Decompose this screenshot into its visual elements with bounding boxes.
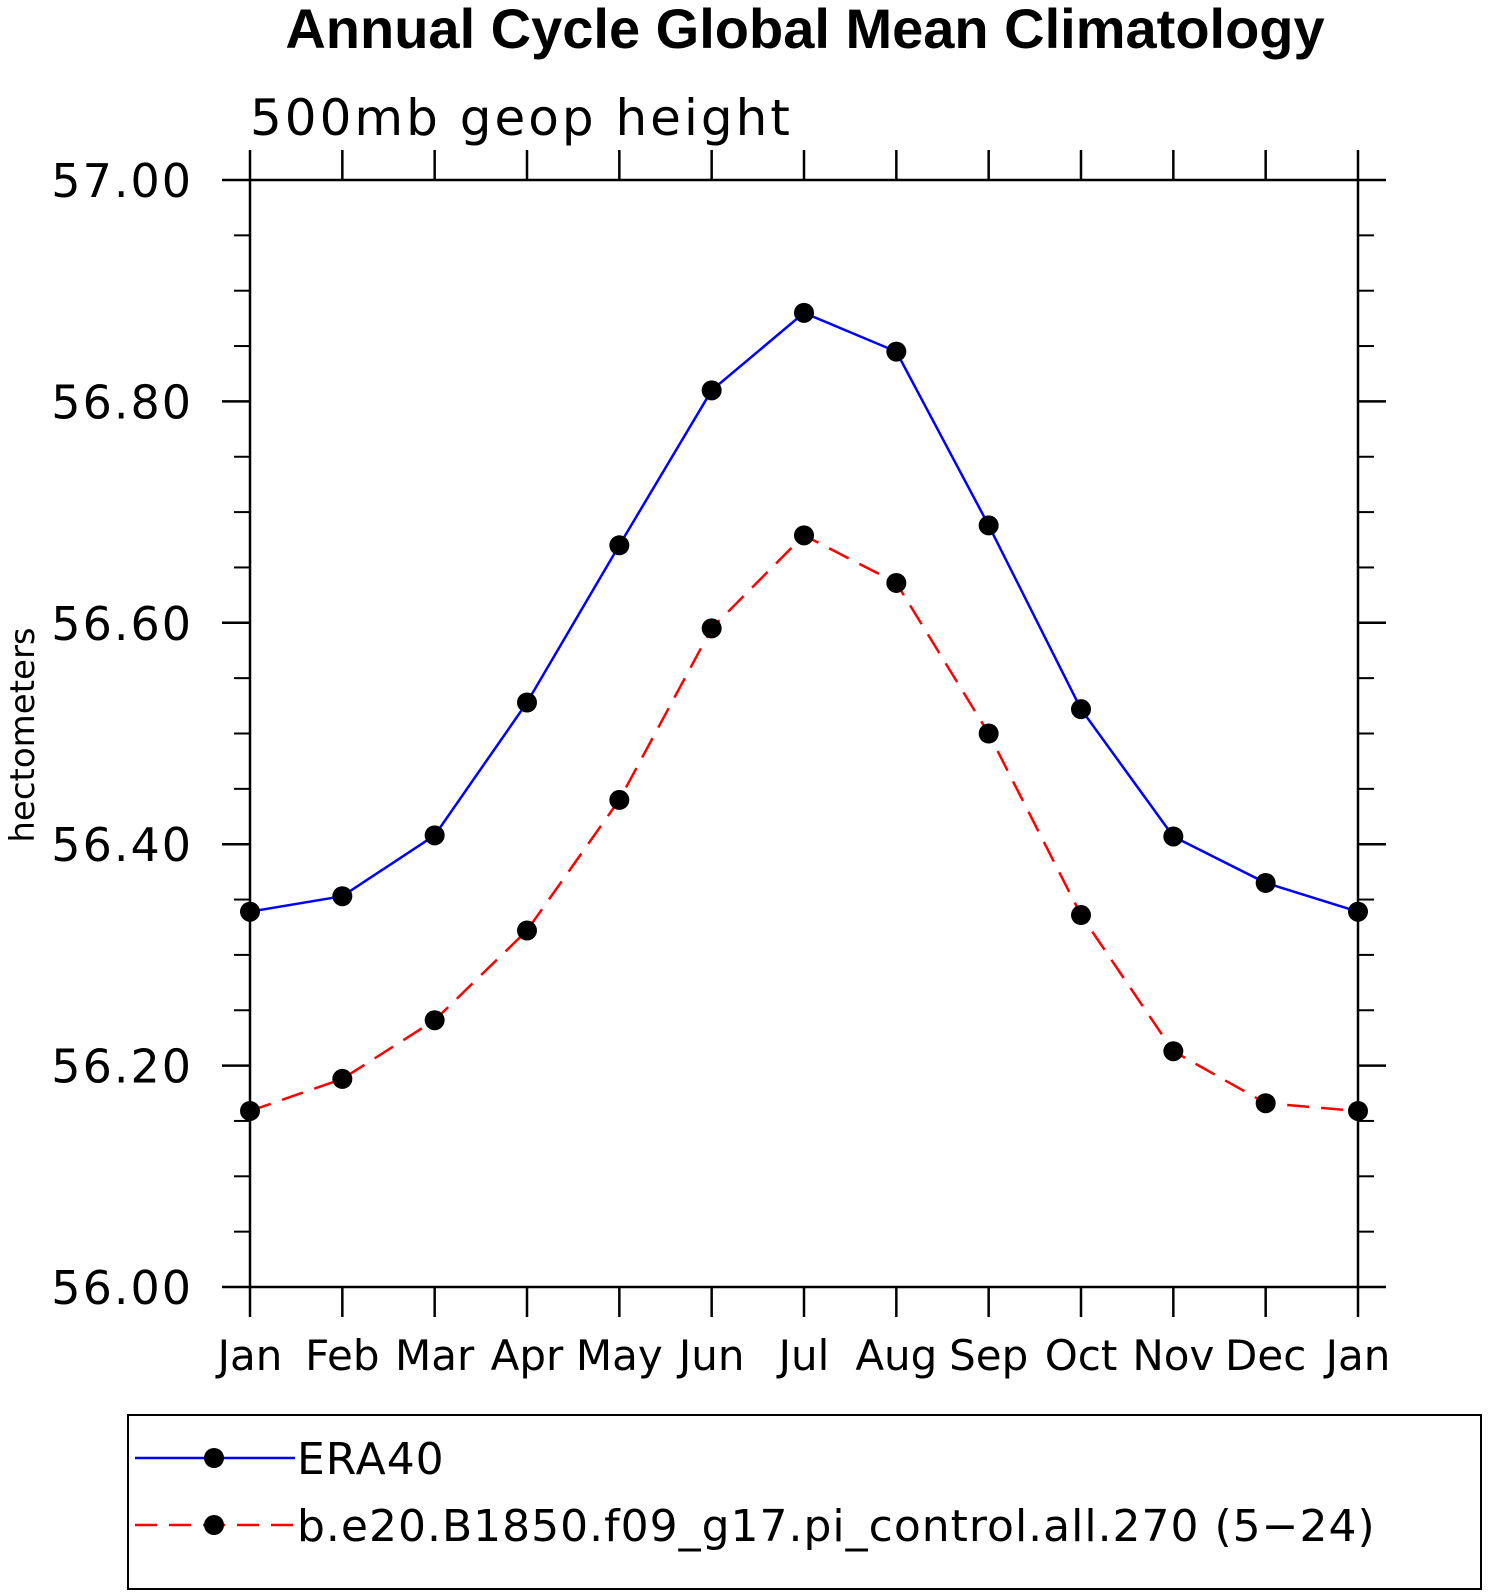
x-tick-label: Jul	[776, 1331, 830, 1380]
series-line-model	[249, 533, 1359, 1113]
legend-marker-model	[204, 1515, 224, 1535]
data-point-model	[517, 920, 537, 941]
x-tick-label: Apr	[491, 1331, 564, 1380]
data-point-model	[701, 618, 722, 639]
y-tick-label: 56.80	[51, 375, 193, 429]
x-tick-label: Jan	[1323, 1331, 1391, 1380]
x-tick-label: Nov	[1132, 1331, 1214, 1380]
legend: ERA40 b.e20.B1850.f09_g17.pi_control.all…	[127, 1414, 1482, 1590]
data-point-model	[1163, 1041, 1184, 1062]
data-point-era40	[1071, 699, 1091, 720]
y-axis-label: hectometers	[3, 627, 43, 842]
x-tick-label: Aug	[855, 1331, 937, 1380]
chart-subtitle: 500mb geop height	[250, 89, 793, 147]
legend-marker-era40	[204, 1448, 224, 1468]
data-point-model	[332, 1068, 353, 1089]
x-tick-label: May	[576, 1331, 663, 1380]
x-tick-label: Jan	[215, 1331, 283, 1380]
x-tick-label: Dec	[1225, 1331, 1306, 1380]
data-point-era40	[332, 886, 353, 907]
plot-frame	[248, 178, 1360, 1289]
y-tick-label: 56.40	[51, 818, 193, 872]
data-point-era40	[1255, 872, 1276, 893]
data-point-model	[794, 525, 814, 546]
y-tick-label: 56.60	[51, 597, 193, 651]
series-lines	[249, 311, 1359, 1113]
data-point-era40	[609, 535, 630, 556]
tick-labels: Jan Feb Mar Apr May Jun Jul Aug Sep Oct Nov Dec Jan 5…	[51, 154, 1390, 1380]
x-tick-label: Sep	[949, 1331, 1028, 1380]
data-point-model	[978, 723, 999, 744]
legend-box	[127, 1414, 1482, 1590]
x-tick-label: Oct	[1045, 1331, 1118, 1380]
y-tick-label: 56.20	[51, 1040, 193, 1094]
data-point-model	[1255, 1093, 1276, 1114]
y-tick-label: 56.00	[51, 1261, 193, 1315]
data-point-era40	[1163, 826, 1184, 847]
axis-ticks	[222, 150, 1386, 1317]
data-point-model	[609, 789, 630, 810]
data-point-model	[1071, 905, 1091, 926]
legend-entry-era40: ERA40	[297, 1434, 445, 1485]
data-point-model	[424, 1010, 445, 1031]
data-point-era40	[424, 825, 445, 846]
x-tick-label: Jun	[676, 1331, 745, 1380]
data-point-era40	[701, 380, 722, 401]
chart-title: Annual Cycle Global Mean Climatology	[285, 0, 1324, 60]
legend-entry-model: b.e20.B1850.f09_g17.pi_control.all.270 (…	[297, 1501, 1376, 1552]
data-point-era40	[794, 302, 814, 323]
data-point-era40	[978, 515, 999, 536]
data-point-model	[886, 572, 907, 593]
data-point-era40	[517, 692, 537, 713]
series-line-era40	[249, 311, 1359, 913]
series-markers	[240, 302, 1368, 1121]
x-tick-label: Feb	[305, 1331, 379, 1380]
x-tick-label: Mar	[395, 1331, 475, 1380]
y-tick-label: 57.00	[51, 154, 193, 208]
data-point-era40	[886, 341, 907, 362]
